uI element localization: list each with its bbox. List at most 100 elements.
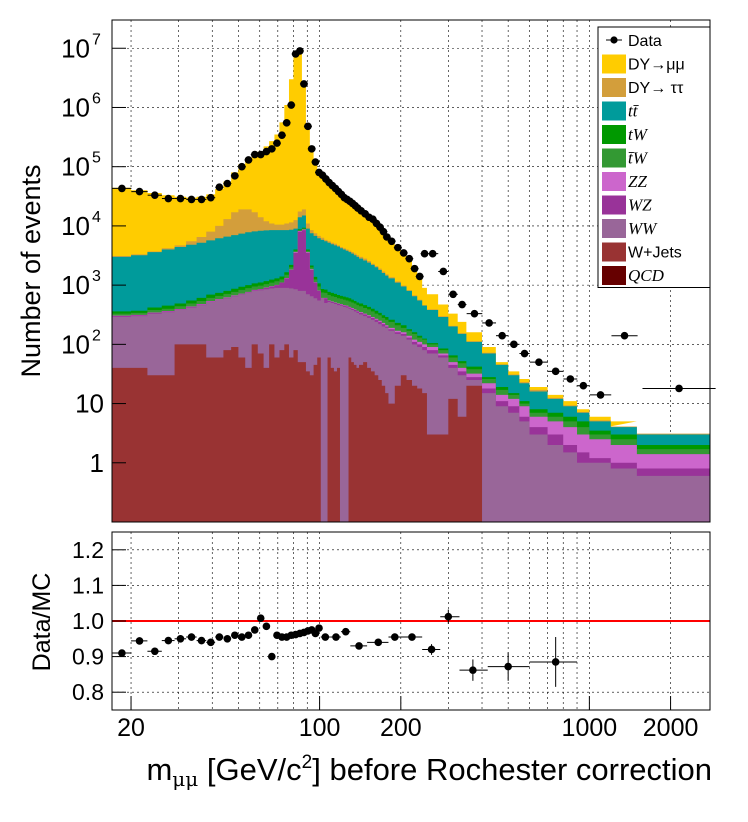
x-axis-label-sub: μμ: [172, 767, 198, 791]
data-point: [449, 290, 457, 299]
data-point: [415, 272, 424, 281]
data-point: [176, 194, 185, 203]
data-point: [231, 172, 239, 180]
ratio-point: [268, 652, 276, 661]
ratio-point: [311, 629, 320, 638]
data-point: [268, 145, 276, 153]
legend-entry: tW: [628, 125, 649, 144]
ratio-point: [231, 631, 239, 640]
data-point: [498, 331, 506, 340]
data-point: [675, 384, 683, 393]
legend-swatch: [602, 242, 626, 262]
ratio-point: [262, 622, 271, 631]
data-point: [151, 191, 159, 200]
data-point: [273, 139, 281, 147]
data-point: [439, 267, 448, 276]
legend-entry: WZ: [628, 196, 652, 215]
x-tick-label: 2000: [643, 714, 699, 742]
legend-data-marker: [610, 36, 618, 44]
ratio-point: [444, 612, 453, 621]
data-point: [250, 150, 259, 159]
ratio-point: [427, 645, 436, 654]
data-point: [428, 249, 437, 258]
data-point: [399, 249, 408, 257]
data-point: [420, 249, 429, 258]
data-point: [458, 300, 466, 309]
x-axis-label-unit: [GeV/c: [198, 752, 301, 787]
ratio-point: [151, 647, 159, 656]
legend-swatch: [602, 54, 626, 74]
data-point: [596, 391, 605, 399]
ratio-point: [176, 635, 185, 643]
legend-entry: QCD: [628, 266, 665, 285]
legend-entry: DY→ ττ: [628, 80, 684, 97]
x-axis-label-m: m: [146, 752, 172, 787]
legend-entry: ZZ: [628, 172, 647, 191]
data-point: [164, 194, 173, 203]
legend-entry: t̄W: [628, 149, 649, 168]
data-point: [244, 156, 253, 164]
data-point: [510, 340, 518, 349]
ratio-y-tick-label: 1.2: [72, 537, 104, 563]
ratio-point: [355, 642, 363, 650]
ratio-point: [315, 624, 323, 632]
ratio-point: [332, 633, 340, 641]
legend-swatch: [602, 101, 626, 121]
ratio-point: [374, 638, 383, 647]
legend-entry: DY→μμ: [628, 57, 685, 74]
legend-swatch: [602, 148, 626, 168]
ratio-y-tick-label: 0.9: [72, 644, 104, 670]
ratio-point: [215, 633, 224, 641]
legend-swatch: [602, 172, 626, 191]
legend-entry: WW: [628, 219, 658, 238]
data-point: [520, 349, 529, 358]
y-tick-label: 10: [61, 211, 90, 241]
ratio-point: [551, 658, 560, 666]
ratio-point: [256, 614, 265, 622]
stack-w-jets: [112, 344, 710, 522]
ratio-panel: 0.8 0.9 1.0 1.1 1.2 20 100 200 1000 2000 Data/MC…: [28, 531, 712, 791]
data-point: [282, 119, 291, 127]
y-tick-exponent: 5: [92, 150, 101, 167]
legend-entry: Data: [628, 33, 662, 50]
x-axis-label-sup: 2: [302, 752, 313, 773]
y-tick-label: 10: [61, 33, 90, 63]
legend-swatch: [602, 125, 626, 144]
data-point: [256, 150, 265, 159]
y-tick-label: 10: [61, 329, 90, 359]
data-point: [311, 158, 320, 166]
data-point: [187, 195, 196, 204]
data-point: [566, 375, 575, 383]
legend-swatch: [602, 195, 626, 215]
data-point: [135, 187, 144, 196]
data-point: [278, 131, 286, 140]
data-point: [485, 319, 493, 327]
data-point: [223, 179, 232, 188]
y-tick-label: 10: [61, 92, 90, 122]
x-tick-label: 100: [299, 714, 341, 742]
x-axis-label-rest: ] before Rochester correction: [312, 752, 712, 787]
ratio-point: [206, 638, 215, 647]
ratio-point: [469, 666, 477, 674]
data-point: [387, 237, 396, 246]
data-point: [535, 358, 543, 366]
ratio-point: [250, 626, 259, 634]
ratio-point: [341, 627, 350, 636]
x-axis-label: mμμ [GeV/c2] before Rochester correction: [146, 752, 712, 791]
ratio-point: [408, 633, 416, 641]
ratio-point: [391, 633, 399, 641]
data-point: [579, 381, 588, 390]
data-point: [215, 183, 224, 192]
ratio-point: [244, 631, 253, 640]
data-point: [118, 184, 126, 193]
y-axis-label: Number of events: [16, 164, 46, 377]
legend: Data DY→μμ DY→ ττ tt̄ tW t̄W ZZ WZ WW W+Jets QCD: [597, 26, 711, 288]
data-point: [296, 47, 304, 55]
data-point: [197, 195, 206, 204]
data-points: [112, 47, 716, 399]
data-point: [307, 145, 316, 153]
x-tick-label: 200: [380, 714, 422, 742]
data-point: [551, 367, 560, 376]
